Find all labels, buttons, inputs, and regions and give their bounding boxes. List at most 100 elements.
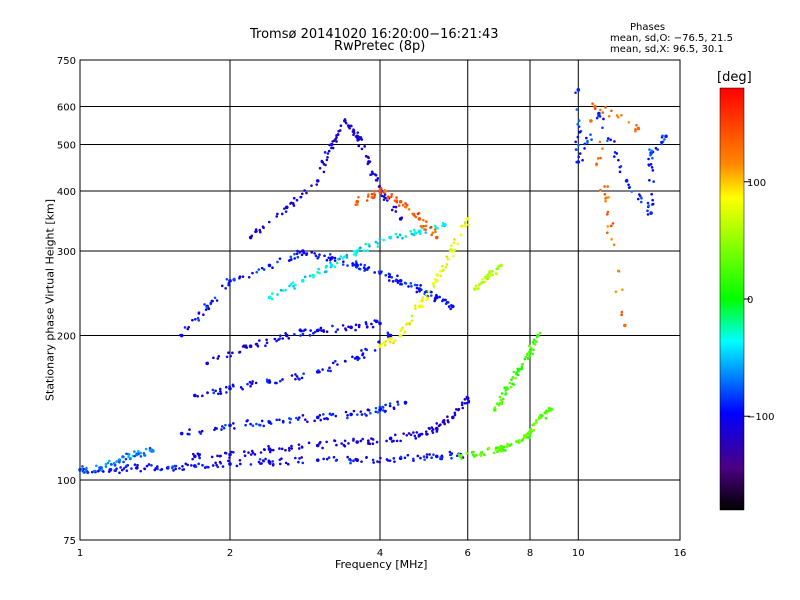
data-point <box>599 156 602 160</box>
data-point <box>92 470 96 473</box>
data-point <box>363 145 366 148</box>
data-point <box>344 328 348 332</box>
data-point <box>241 345 245 348</box>
series <box>248 118 404 240</box>
data-point <box>284 333 289 338</box>
data-point <box>153 468 157 472</box>
data-point <box>233 427 236 430</box>
data-point <box>393 199 397 202</box>
data-point <box>324 163 327 167</box>
data-point <box>398 217 403 221</box>
data-point <box>281 378 284 381</box>
data-point <box>449 307 452 311</box>
data-point <box>346 264 349 267</box>
data-point <box>406 453 410 457</box>
data-point <box>433 228 437 231</box>
data-point <box>504 449 507 452</box>
data-point <box>491 273 494 277</box>
data-point <box>610 237 613 241</box>
data-point <box>300 376 304 380</box>
data-point <box>443 422 447 426</box>
data-point <box>431 431 435 434</box>
data-point <box>330 413 333 417</box>
data-point <box>279 288 283 292</box>
data-point <box>441 299 444 303</box>
data-point <box>575 148 578 151</box>
data-point <box>160 468 164 471</box>
data-point <box>365 325 369 329</box>
data-point <box>371 172 375 175</box>
data-point <box>337 129 340 133</box>
data-point <box>634 128 637 131</box>
data-point <box>124 457 128 461</box>
data-point <box>329 261 332 265</box>
data-point <box>621 288 624 291</box>
data-point <box>374 240 378 244</box>
data-point <box>597 111 601 116</box>
data-point <box>404 202 407 205</box>
data-point <box>414 230 417 234</box>
data-point <box>334 330 338 334</box>
data-point <box>322 170 326 174</box>
data-point <box>136 463 139 467</box>
data-point <box>315 415 320 420</box>
data-point <box>366 408 370 412</box>
data-point <box>276 212 279 216</box>
data-point <box>604 106 607 109</box>
data-point <box>384 409 387 413</box>
data-point <box>474 284 478 288</box>
data-point <box>284 461 288 465</box>
data-point <box>118 460 121 464</box>
data-point <box>262 459 265 463</box>
data-point <box>247 451 250 454</box>
data-point <box>317 267 320 271</box>
data-point <box>228 452 232 457</box>
data-point <box>493 406 497 410</box>
y-tick-label: 200 <box>57 332 76 343</box>
data-point <box>412 228 416 232</box>
data-point <box>388 340 392 344</box>
data-point <box>456 242 460 246</box>
data-point <box>373 349 377 352</box>
data-point <box>251 380 254 383</box>
data-point <box>346 416 349 420</box>
data-point <box>392 407 396 411</box>
data-point <box>326 152 330 155</box>
data-point <box>297 447 301 450</box>
data-point <box>374 410 378 414</box>
data-point <box>359 410 363 413</box>
data-point <box>293 252 296 256</box>
data-point <box>387 279 391 282</box>
data-point <box>382 238 386 242</box>
data-point <box>422 455 426 458</box>
data-point <box>640 196 643 200</box>
data-point <box>125 464 128 468</box>
data-point <box>522 434 526 437</box>
data-point <box>362 356 366 359</box>
data-point <box>384 190 387 193</box>
data-point <box>83 471 86 474</box>
data-point <box>520 363 524 366</box>
data-point <box>333 359 337 363</box>
data-point <box>225 277 229 281</box>
data-point <box>323 417 326 421</box>
data-point <box>316 271 319 274</box>
data-point <box>364 242 367 246</box>
data-point <box>435 430 439 433</box>
data-point <box>611 222 615 225</box>
data-point <box>394 210 398 213</box>
data-point <box>250 382 254 385</box>
data-point <box>384 340 387 343</box>
data-point <box>364 154 368 158</box>
data-point <box>328 253 332 256</box>
data-point <box>188 432 191 436</box>
data-point <box>278 458 282 462</box>
data-point <box>355 249 359 253</box>
data-point <box>409 230 412 233</box>
data-point <box>284 210 288 213</box>
data-point <box>225 355 229 359</box>
data-point <box>305 253 308 257</box>
data-point <box>496 402 499 405</box>
data-point <box>235 464 239 468</box>
data-point <box>407 432 411 435</box>
